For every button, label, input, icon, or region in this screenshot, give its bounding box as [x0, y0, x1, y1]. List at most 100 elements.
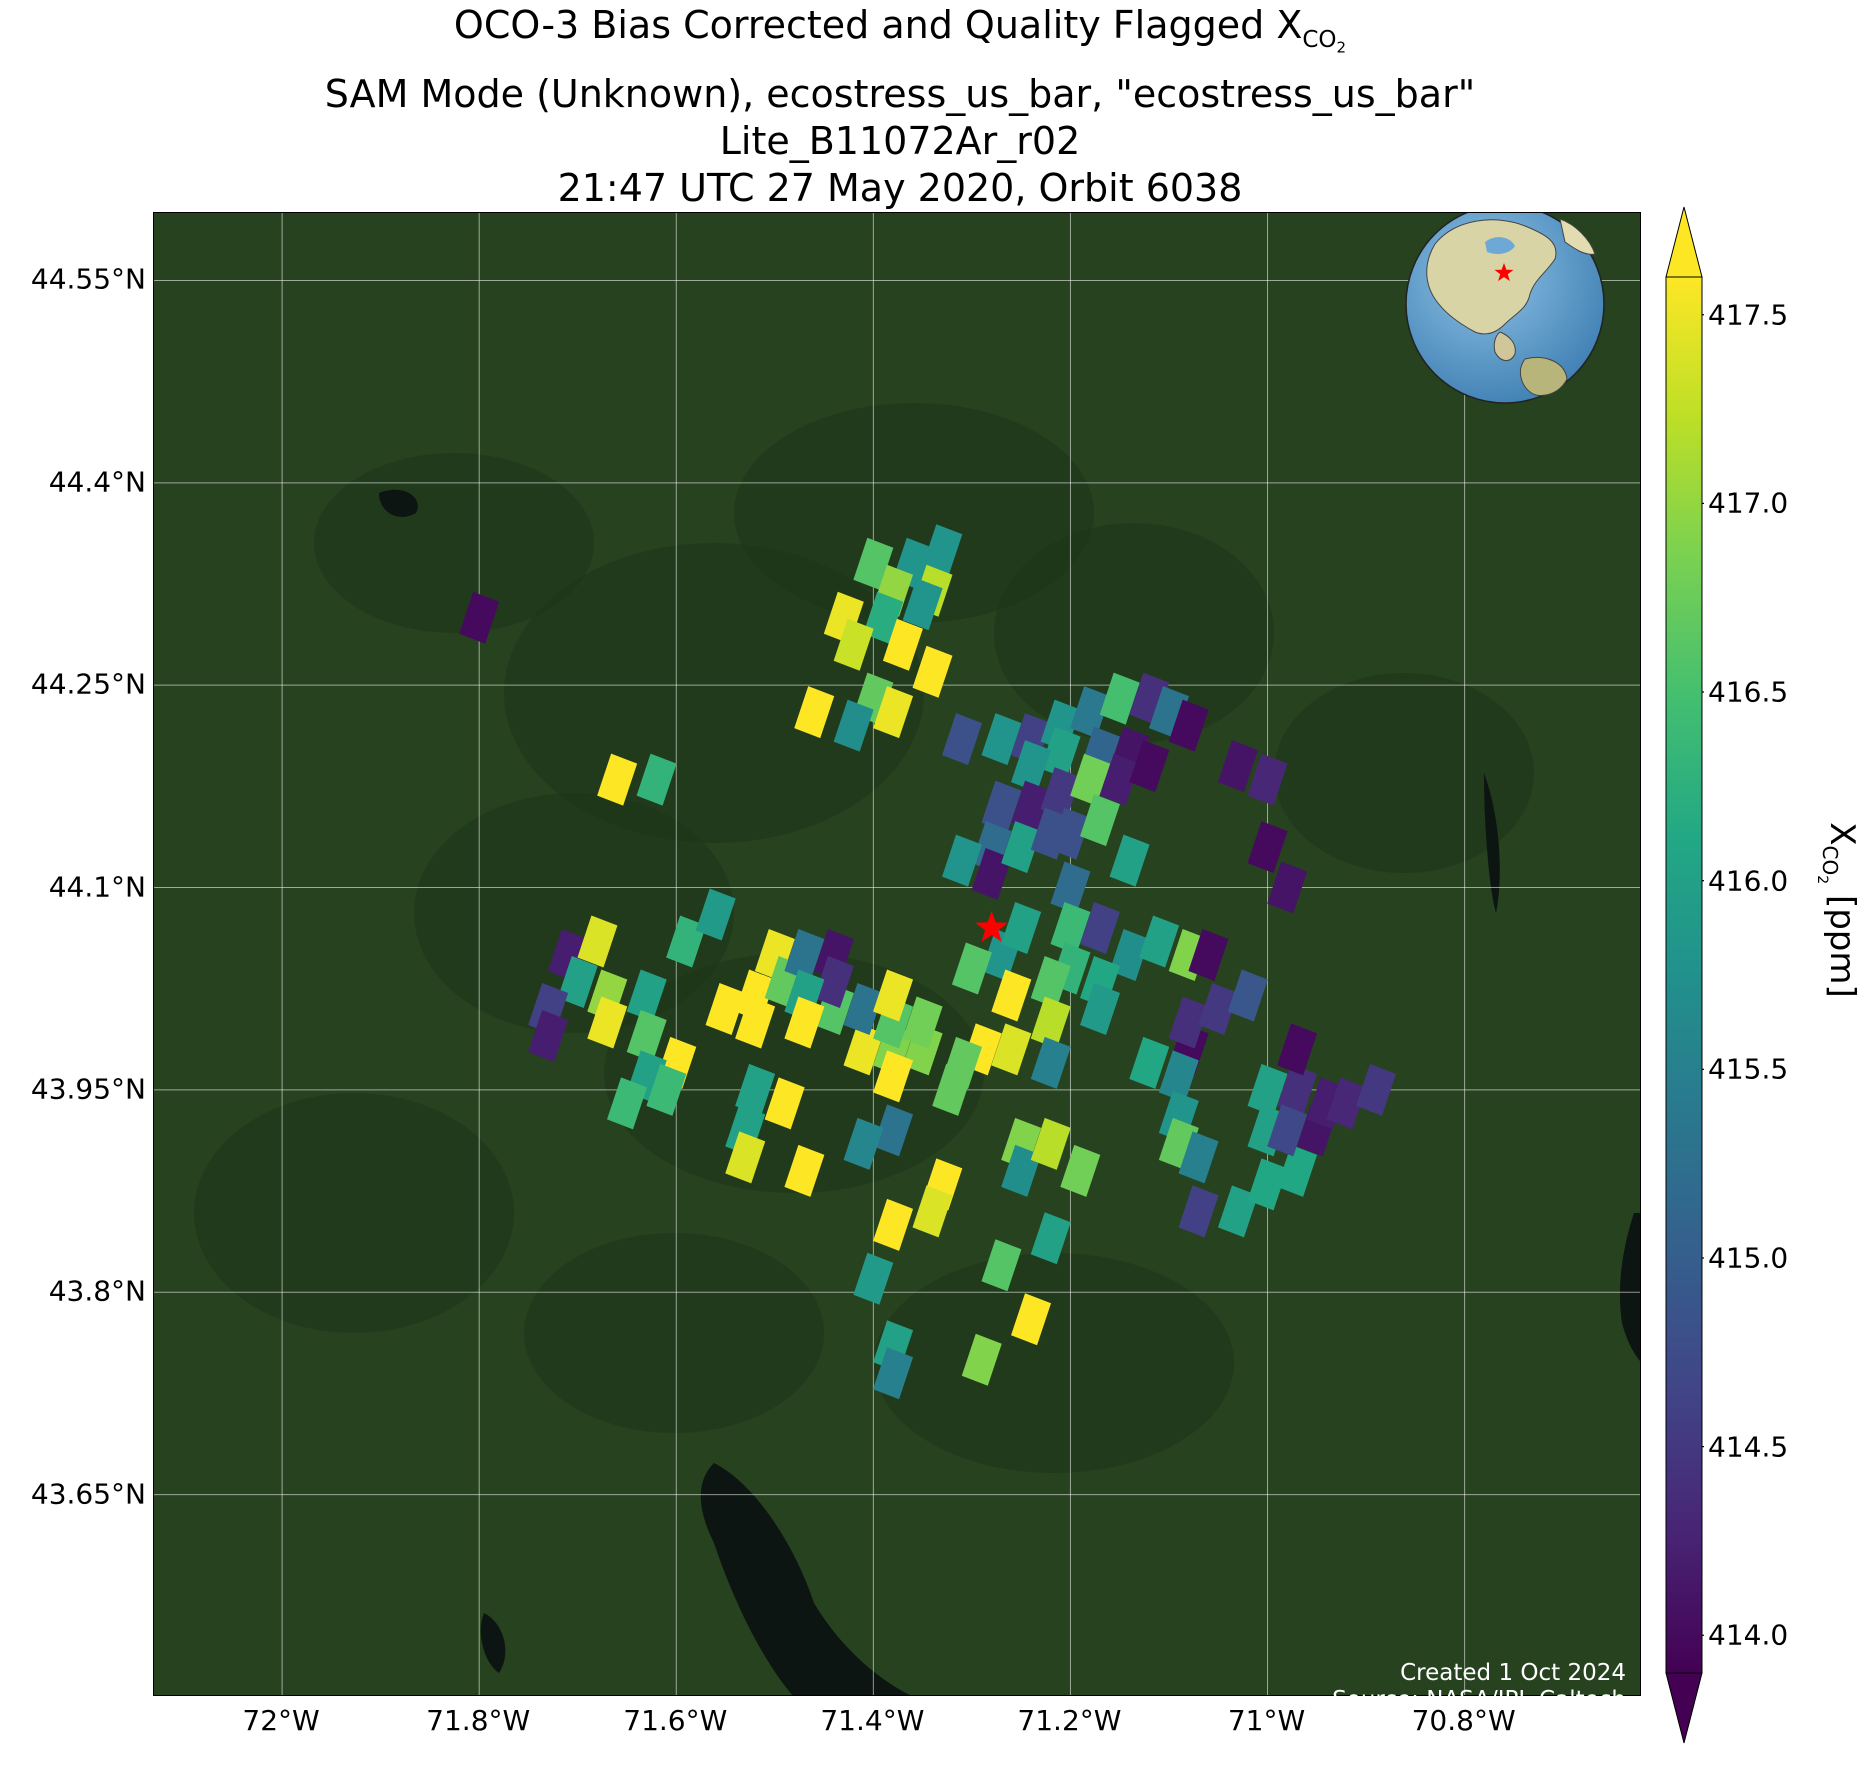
sounding-footprint [873, 1198, 914, 1251]
sounding-footprint [1168, 996, 1209, 1049]
sounding-footprint [922, 524, 963, 577]
sounding-footprint [981, 1239, 1022, 1292]
sounding-footprint [912, 645, 953, 698]
sounding-footprint [1277, 1063, 1318, 1116]
sounding-footprint [1227, 969, 1268, 1022]
sounding-footprint [1247, 753, 1288, 806]
lat-tick-label: 44.4°N [48, 465, 146, 499]
sounding-footprint [705, 982, 746, 1035]
title-line-1: OCO-3 Bias Corrected and Quality Flagged… [453, 3, 1303, 47]
lat-tick-label: 44.1°N [48, 870, 146, 904]
sounding-footprint [1247, 821, 1288, 874]
sounding-footprint [1070, 753, 1111, 806]
colorbar-tick-label: 416.0 [1708, 864, 1789, 898]
sounding-footprint [813, 955, 854, 1008]
target-star-icon [975, 911, 1008, 942]
sounding-footprint [873, 969, 914, 1022]
colorbar-body [1665, 276, 1703, 1674]
sounding-footprint [1139, 915, 1180, 968]
water-body-1 [379, 489, 418, 517]
sounding-footprint [991, 1023, 1032, 1076]
sounding-footprint [1247, 1158, 1288, 1211]
sounding-footprint [1070, 686, 1111, 739]
sounding-footprint [1129, 740, 1170, 793]
credits: Created 1 Oct 2024 Source: NASA/JPL-Calt… [1332, 1660, 1626, 1714]
sounding-footprint [784, 1144, 825, 1197]
source-credit: Source: NASA/JPL-Caltech [1332, 1687, 1626, 1713]
colorbar-tick-label: 416.5 [1708, 675, 1789, 709]
terrain-patch-4 [994, 523, 1274, 743]
sounding-footprint [557, 955, 598, 1008]
title-subscript: CO [1302, 26, 1337, 53]
sounding-footprint [1060, 1144, 1101, 1197]
colorbar-tick-marks [1702, 314, 1704, 1636]
sounding-footprint [1001, 1144, 1042, 1197]
lon-tick-label: 71.2°W [1017, 1704, 1122, 1737]
lon-tick-label: 72°W [242, 1704, 320, 1737]
water-body-0 [700, 1463, 910, 1695]
colorbar-label: XCO2 [ppm] [1814, 822, 1860, 998]
title-line-3: Lite_B11072Ar_r02 [719, 119, 1081, 164]
sounding-footprint [1129, 1036, 1170, 1089]
sounding-footprint [942, 834, 983, 887]
sounding-footprint [902, 996, 943, 1049]
sounding-layer [459, 524, 1396, 1400]
title-line-2: SAM Mode (Unknown), ecostress_us_bar, "e… [324, 72, 1476, 117]
sounding-footprint [951, 942, 992, 995]
sounding-footprint [1011, 1293, 1052, 1346]
sounding-footprint [1158, 1050, 1199, 1103]
sounding-footprint [1080, 902, 1121, 955]
water-body-4 [480, 1613, 506, 1673]
sounding-footprint [873, 686, 914, 739]
sounding-footprint [1178, 1131, 1219, 1184]
water-body-3 [1484, 773, 1500, 913]
terrain-patch-1 [414, 793, 734, 1033]
colorbar-extend-max [1665, 206, 1703, 278]
sounding-footprint [1099, 672, 1140, 725]
sounding-footprint [971, 848, 1012, 901]
colorbar-tick-label: 415.5 [1708, 1052, 1789, 1086]
sounding-footprint [666, 915, 707, 968]
lat-tick-label: 44.55°N [30, 262, 146, 296]
terrain-patch-9 [524, 1233, 824, 1433]
sounding-footprint [1011, 740, 1052, 793]
sounding-footprint [912, 1185, 953, 1238]
terrain-patch-8 [874, 1253, 1234, 1473]
sounding-footprint [1277, 1144, 1318, 1197]
sounding-footprint [1247, 1063, 1288, 1116]
sounding-footprint [833, 618, 874, 671]
sounding-footprint [1080, 794, 1121, 847]
map-panel [153, 212, 1641, 1696]
sounding-footprint [1040, 767, 1081, 820]
colorbar-tick-label: 417.0 [1708, 486, 1789, 520]
sounding-footprint [1326, 1077, 1367, 1130]
lat-tick-label: 43.65°N [30, 1477, 146, 1511]
sounding-footprint [1178, 1185, 1219, 1238]
sounding-footprint [735, 996, 776, 1049]
sounding-footprint [843, 1117, 884, 1170]
basemap-water [379, 489, 1640, 1695]
sounding-footprint [607, 1077, 648, 1130]
sounding-footprint [1030, 1036, 1071, 1089]
lat-tick-label: 43.8°N [48, 1274, 146, 1308]
sounding-footprint [981, 713, 1022, 766]
sounding-footprint [882, 618, 923, 671]
map-title: OCO-3 Bias Corrected and Quality Flagged… [0, 2, 1800, 212]
colorbar-extend-min [1665, 1672, 1703, 1744]
title-subsubscript: 2 [1336, 38, 1347, 57]
colorbar-tick-label: 415.0 [1708, 1241, 1789, 1275]
sounding-footprint [626, 1009, 667, 1062]
water-body-2 [1619, 1213, 1640, 1361]
sounding-footprint [1198, 982, 1239, 1035]
sounding-footprint [1030, 1117, 1071, 1170]
colorbar [1665, 206, 1704, 1744]
terrain-patch-6 [1274, 673, 1534, 873]
sounding-footprint [646, 1063, 687, 1116]
lat-tick-label: 44.25°N [30, 667, 146, 701]
sounding-footprint [932, 1063, 973, 1116]
sounding-footprint [1050, 861, 1091, 914]
sounding-footprint [833, 699, 874, 752]
sounding-footprint [735, 1063, 776, 1116]
sounding-footprint [873, 1104, 914, 1157]
sounding-footprint [626, 969, 667, 1022]
